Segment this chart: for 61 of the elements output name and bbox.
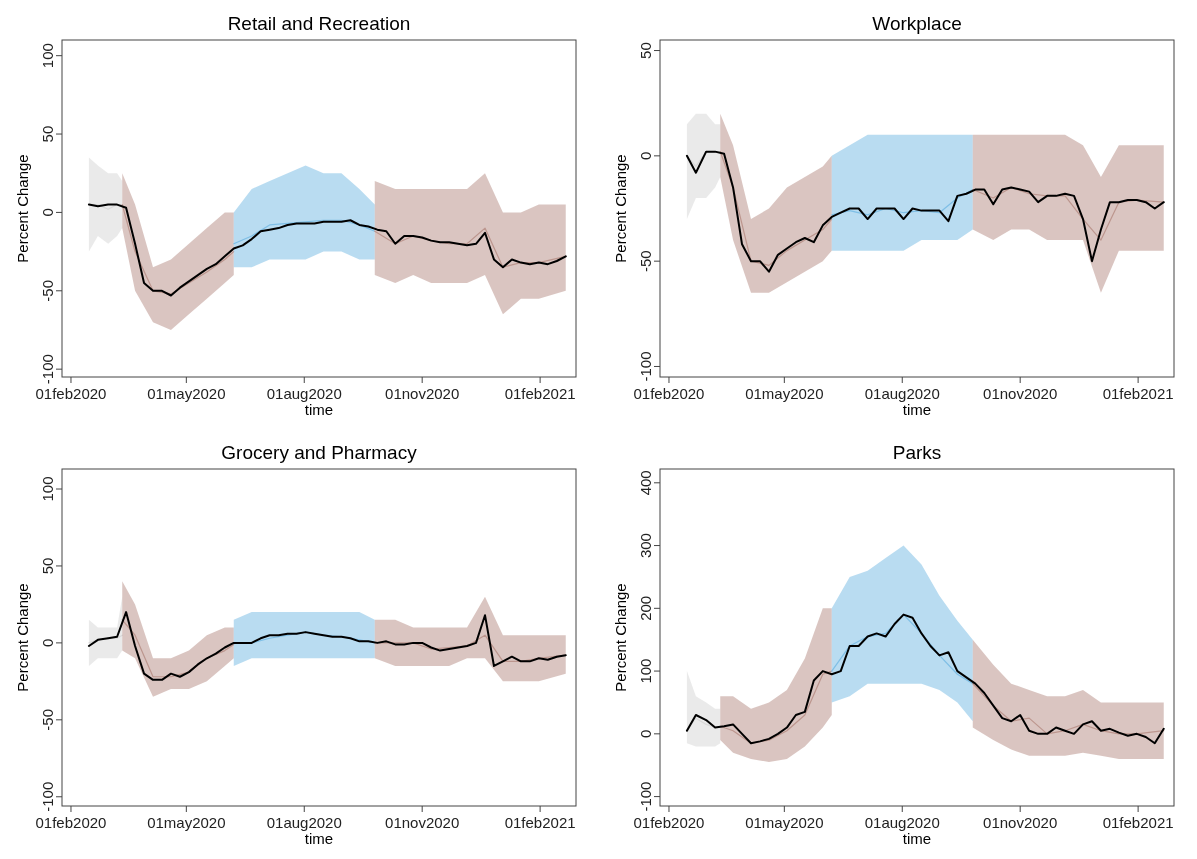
y-tick-label: -100	[39, 781, 56, 812]
chart-title: Retail and Recreation	[227, 13, 411, 34]
y-tick-label: 50	[39, 557, 56, 575]
line-series	[685, 613, 1165, 745]
x-tick-label: 01feb2021	[504, 385, 576, 402]
y-axis-title: Percent Change	[612, 154, 629, 263]
y-tick-label: 50	[637, 42, 654, 59]
x-tick-label: 01aug2020	[266, 814, 342, 831]
y-tick-label: 0	[637, 151, 654, 161]
line-series	[719, 151, 833, 266]
x-tick-label: 01nov2020	[385, 814, 460, 831]
y-tick-label: -50	[39, 708, 56, 731]
x-tick-label: 01may2020	[147, 814, 226, 831]
y-tick-label: 50	[39, 125, 56, 143]
y-axis-title: Percent Change	[14, 154, 31, 263]
y-tick-label: -50	[39, 279, 56, 302]
y-tick-label: -100	[39, 354, 56, 385]
x-tick-label: 01nov2020	[385, 385, 460, 402]
x-tick-label: 01feb2020	[633, 385, 705, 402]
x-tick-label: 01may2020	[745, 814, 824, 831]
x-axis-title: time	[304, 401, 334, 418]
x-tick-label: 01feb2020	[35, 814, 107, 831]
y-tick-label: 0	[637, 729, 654, 738]
chart-title: Grocery and Pharmacy	[221, 442, 418, 463]
y-tick-label: 100	[39, 43, 56, 69]
x-tick-label: 01nov2020	[983, 814, 1058, 831]
chart-title: Parks	[892, 442, 942, 463]
x-tick-label: 01may2020	[147, 385, 226, 402]
x-tick-label: 01aug2020	[864, 385, 940, 402]
x-tick-label: 01feb2021	[504, 814, 576, 831]
x-axis-title: time	[304, 830, 334, 847]
x-tick-label: 01may2020	[745, 385, 824, 402]
x-axis-title: time	[902, 401, 932, 418]
x-tick-label: 01aug2020	[266, 385, 342, 402]
line-series	[233, 219, 376, 245]
x-tick-label: 01feb2021	[1102, 814, 1174, 831]
y-tick-label: 0	[39, 208, 56, 217]
line-series	[972, 186, 1165, 241]
line-series	[87, 611, 567, 681]
y-tick-label: 0	[39, 638, 56, 648]
y-tick-label: 100	[637, 658, 654, 684]
line-series	[685, 150, 1165, 273]
y-axis-title: Percent Change	[612, 583, 629, 692]
x-axis-title: time	[902, 830, 932, 847]
y-tick-label: 100	[39, 476, 56, 502]
y-tick-label: 200	[637, 595, 654, 621]
chart-title: Workplace	[872, 13, 962, 34]
y-tick-label: 300	[637, 533, 654, 559]
y-tick-label: -50	[637, 250, 654, 272]
line-series	[972, 683, 1165, 735]
x-tick-label: 01feb2020	[35, 385, 107, 402]
line-series	[87, 203, 567, 297]
y-tick-label: -100	[637, 351, 654, 382]
x-tick-label: 01feb2021	[1102, 385, 1174, 402]
x-tick-label: 01aug2020	[864, 814, 940, 831]
y-tick-label: -100	[637, 781, 654, 812]
y-tick-label: 400	[637, 470, 654, 496]
x-tick-label: 01nov2020	[983, 385, 1058, 402]
x-tick-label: 01feb2020	[633, 814, 705, 831]
y-axis-title: Percent Change	[14, 583, 31, 692]
line-series	[121, 203, 235, 295]
